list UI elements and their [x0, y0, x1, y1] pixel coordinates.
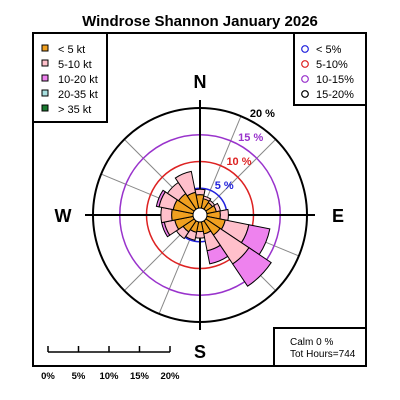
- speed-legend-label-0: < 5 kt: [58, 44, 85, 56]
- ring-label-10: 10 %: [226, 156, 251, 168]
- sector-wnw-2: [155, 189, 166, 208]
- percent-legend-marker-2: [301, 75, 309, 83]
- scale-bar-label-4: 20%: [160, 371, 180, 382]
- rose-layer: 5 % 10 % 15 % 20 %: [85, 100, 315, 330]
- speed-legend-label-1: 5-10 kt: [58, 59, 92, 71]
- sector-w-1: [160, 206, 173, 224]
- scale-bar: 0% 5% 10% 15% 20%: [41, 346, 180, 382]
- total-hours-text: Tot Hours=744: [290, 349, 356, 360]
- info-box: Calm 0 % Tot Hours=744: [273, 327, 367, 367]
- cardinal-south: S: [194, 342, 206, 362]
- sector-se-2: [232, 247, 272, 287]
- plot-frame: [32, 32, 367, 367]
- speed-legend-swatch-0: [41, 44, 49, 52]
- center-hub: [192, 207, 208, 223]
- percent-legend: < 5% 5-10% 10-15% 15-20%: [293, 32, 367, 106]
- ring-label-15: 15 %: [238, 132, 263, 144]
- speed-legend-swatch-3: [41, 89, 49, 97]
- chart-title: Windrose Shannon January 2026: [82, 13, 318, 30]
- sector-nnw-1: [174, 170, 197, 197]
- speed-legend-label-2: 10-20 kt: [58, 74, 98, 86]
- sector-sse-2: [206, 244, 229, 265]
- percent-legend-marker-1: [301, 60, 309, 68]
- sector-n-1: [194, 188, 206, 196]
- scale-bar-label-0: 0%: [41, 371, 55, 382]
- cardinal-north: N: [194, 72, 207, 92]
- percent-legend-label-0: < 5%: [316, 44, 342, 56]
- sector-nne-1: [202, 195, 212, 202]
- percent-legend-marker-3: [301, 90, 309, 98]
- percent-legend-label-2: 10-15%: [316, 74, 354, 86]
- ring-label-20: 20 %: [250, 108, 275, 120]
- ring-label-5: 5 %: [215, 180, 234, 192]
- scale-bar-label-3: 15%: [130, 371, 150, 382]
- scale-bar-label-1: 5%: [72, 371, 86, 382]
- speed-legend-swatch-1: [41, 59, 49, 67]
- percent-legend-marker-0: [301, 45, 309, 53]
- calm-text: Calm 0 %: [290, 337, 333, 348]
- percent-legend-label-3: 15-20%: [316, 89, 354, 101]
- percent-legend-label-1: 5-10%: [316, 59, 348, 71]
- cardinal-west: W: [55, 206, 72, 226]
- speed-legend: < 5 kt 5-10 kt 10-20 kt 20-35 kt > 35 kt: [32, 32, 108, 123]
- speed-legend-swatch-2: [41, 74, 49, 82]
- cardinal-east: E: [332, 206, 344, 226]
- speed-legend-label-3: 20-35 kt: [58, 89, 98, 101]
- scale-bar-label-2: 10%: [99, 371, 119, 382]
- info-box-frame: [273, 327, 367, 367]
- speed-legend-swatch-4: [41, 104, 49, 112]
- speed-legend-label-4: > 35 kt: [58, 104, 91, 116]
